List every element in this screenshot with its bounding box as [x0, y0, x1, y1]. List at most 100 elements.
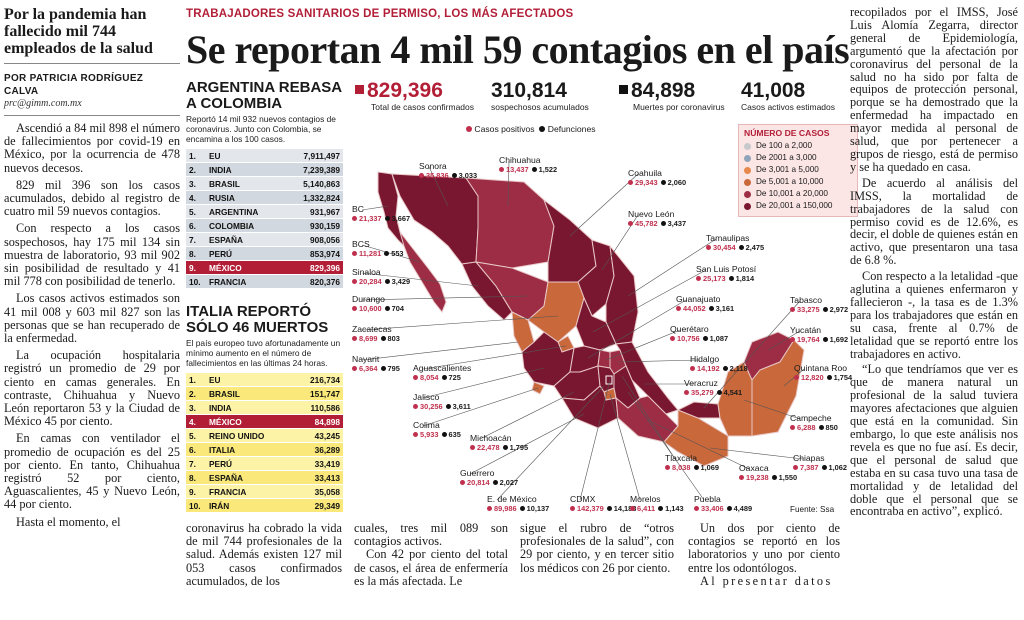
divider — [4, 63, 180, 64]
leader-line — [621, 375, 676, 460]
legend-row: De 100 a 2,000 — [744, 140, 852, 152]
rank-cell: 9. — [186, 260, 206, 275]
cases-ranking-table: 1. EU 7,911,497 2. INDIA 7,239,389 3. BRASIL 5,1… — [186, 149, 343, 289]
deaths-ranking-table: 1. EU 216,734 2. BRASIL 151,747 3. INDIA 110,586… — [186, 373, 343, 513]
table-row: 8. ESPAÑA 33,413 — [186, 470, 343, 485]
country-cell: BRASIL — [206, 386, 293, 401]
leader-line — [627, 391, 705, 501]
table-row: 3. BRASIL 5,140,863 — [186, 176, 343, 191]
leader-line — [422, 367, 545, 399]
rank-cell: 4. — [186, 414, 206, 429]
paragraph: La ocupación hospitalaria registró un pr… — [4, 348, 180, 429]
country-cell: FRANCIA — [206, 274, 284, 289]
paragraph: Con 42 por ciento del total de casos, el… — [354, 547, 508, 588]
value-cell: 5,140,863 — [283, 176, 343, 191]
rank-cell: 7. — [186, 456, 206, 471]
left-article-column: Por la pandemia han fallecido mil 744 em… — [4, 6, 180, 533]
author-email[interactable]: prc@gimm.com.mx — [4, 98, 82, 109]
leader-line — [479, 391, 575, 440]
value-cell: 931,967 — [283, 204, 343, 219]
leader-line — [617, 359, 701, 363]
state-chiapas — [663, 409, 729, 467]
leader-line — [361, 315, 559, 331]
rank-cell: 2. — [186, 386, 206, 401]
leader-line — [579, 379, 611, 501]
leader-line — [507, 160, 510, 207]
rank-cell: 3. — [186, 176, 206, 191]
country-cell: PERÚ — [206, 456, 293, 471]
rank-cell: 3. — [186, 400, 206, 415]
rank-cell: 7. — [186, 232, 206, 247]
value-cell: 820,376 — [283, 274, 343, 289]
paragraph: Los casos activos estimados son 41 mil 0… — [4, 291, 180, 346]
section-kicker: TRABAJADORES SANITARIOS DE PERMISO, LOS … — [186, 8, 574, 20]
state-sonora — [391, 173, 479, 265]
state-coahuila — [542, 198, 597, 283]
death-legend-label: Defunciones — [547, 124, 596, 134]
value-cell: 33,413 — [292, 470, 343, 485]
square-icon — [355, 85, 364, 94]
rank-cell: 10. — [186, 498, 206, 513]
leader-line — [428, 166, 449, 207]
table-row: 2. INDIA 7,239,389 — [186, 162, 343, 177]
state-quintana-roo — [751, 339, 805, 437]
stat-active: 41,008 Casos activos estimados — [741, 79, 836, 113]
value-cell: 33,419 — [292, 456, 343, 471]
positive-legend-label: Casos positivos — [474, 124, 535, 134]
value-cell: 151,747 — [292, 386, 343, 401]
legend-rows: De 100 a 2,000 De 2001 a 3,000 De 3,001 a … — [744, 140, 852, 212]
country-cell: ITALIA — [206, 442, 293, 457]
leader-line — [361, 295, 529, 301]
active-value: 41,008 — [741, 79, 806, 102]
bottom-column-1: coronavirus ha cobrado la vida de mil 74… — [186, 521, 342, 588]
legend-label: De 2001 a 3,000 — [756, 153, 817, 162]
stat-confirmed: 829,396 Total de casos confirmados — [355, 80, 474, 112]
italia-title: ITALIA REPORTÓ SÓLO 46 MUERTOS — [186, 303, 329, 336]
active-label: Casos activos estimados — [741, 102, 836, 112]
paragraph: coronavirus ha cobrado la vida de mil 74… — [186, 521, 342, 588]
value-cell: 35,058 — [292, 484, 343, 499]
death-dot-icon — [539, 126, 546, 132]
legend-swatch-icon — [744, 142, 751, 150]
rank-cell: 9. — [186, 484, 206, 499]
legend-row: De 2001 a 3,000 — [744, 152, 852, 164]
leader-line — [361, 341, 519, 361]
country-cell: EU — [206, 373, 293, 387]
dot-legend: Casos positivos Defunciones — [466, 124, 596, 134]
table-row: 8. PERÚ 853,974 — [186, 246, 343, 261]
deaths-value: 84,898 — [631, 79, 696, 102]
rank-cell: 10. — [186, 274, 206, 289]
suspected-value: 310,814 — [491, 79, 567, 102]
italia-subtitle: El país europeo tuvo afortunadamente un … — [186, 338, 341, 368]
rank-cell: 4. — [186, 190, 206, 205]
leader-line — [743, 399, 801, 420]
paragraph: Al presentar datos — [700, 573, 833, 588]
source-note: Fuente: Ssa — [790, 505, 835, 514]
value-cell: 1,332,824 — [283, 190, 343, 205]
table-row: 4. RUSIA 1,332,824 — [186, 190, 343, 205]
leader-line — [422, 387, 539, 427]
table-row: 9. FRANCIA 35,058 — [186, 484, 343, 499]
rank-cell: 6. — [186, 442, 206, 457]
deaths-label: Muertes por coronavirus — [633, 102, 725, 112]
paragraph: Hasta el momento, el — [16, 514, 121, 529]
rank-cell: 2. — [186, 162, 206, 177]
case-count-legend: NÚMERO DE CASOS De 100 a 2,000 De 2001 a … — [738, 124, 858, 217]
country-cell: MÉXICO — [206, 260, 284, 275]
right-article-column: recopilados por el IMSS, José Luis Alomí… — [850, 6, 1018, 521]
leader-line — [592, 269, 707, 333]
argentina-subtitle: Reportó 14 mil 932 nuevos contagios de c… — [186, 114, 336, 144]
legend-label: De 10,001 a 20,000 — [756, 189, 828, 198]
leader-line — [469, 413, 585, 475]
table-row: 6. ITALIA 36,289 — [186, 442, 343, 457]
leader-line — [647, 419, 750, 470]
rank-cell: 5. — [186, 428, 206, 443]
rank-cell: 6. — [186, 218, 206, 233]
divider — [4, 115, 180, 116]
paragraph: En camas con ventilador el promedio de o… — [4, 431, 180, 512]
leader-line — [361, 244, 421, 263]
paragraph: Con respecto a la letalidad -que aglutin… — [850, 269, 1018, 361]
value-cell: 110,586 — [292, 400, 343, 415]
headline: Se reportan 4 mil 59 contagios en el paí… — [186, 27, 850, 72]
country-cell: PERÚ — [206, 246, 284, 261]
